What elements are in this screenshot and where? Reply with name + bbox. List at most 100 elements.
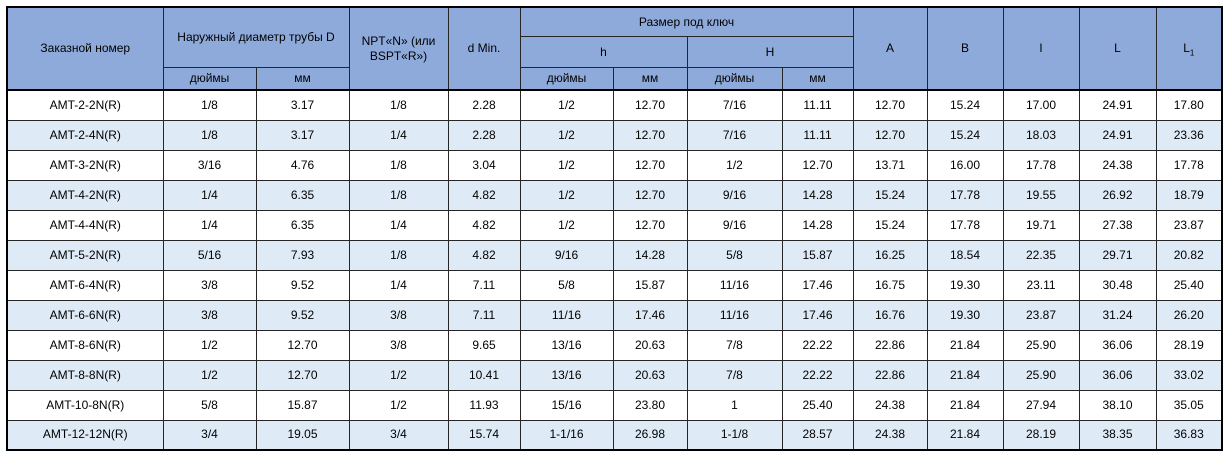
cell-value: 28.19 — [1002, 419, 1080, 451]
cell-value: 7/8 — [686, 359, 783, 391]
cell-value: 15.24 — [852, 209, 928, 241]
cell-value: 38.35 — [1078, 419, 1157, 451]
cell-value: 22.22 — [781, 329, 854, 361]
header-d-inches: дюймы — [162, 67, 257, 91]
cell-value: 3/4 — [162, 419, 257, 451]
cell-value: 17.78 — [1155, 149, 1223, 181]
cell-value: 3.04 — [447, 149, 521, 181]
cell-value: 11.93 — [447, 389, 521, 421]
cell-value: 25.90 — [1002, 359, 1080, 391]
cell-value: 9.52 — [255, 299, 350, 331]
cell-value: 15.24 — [926, 119, 1004, 151]
cell-value: 26.98 — [612, 419, 688, 451]
cell-value: 19.71 — [1002, 209, 1080, 241]
cell-value: 9/16 — [686, 209, 783, 241]
cell-value: 18.03 — [1002, 119, 1080, 151]
cell-value: 29.71 — [1078, 239, 1157, 271]
cell-value: 3/8 — [162, 269, 257, 301]
cell-order-number: AMT-4-2N(R) — [6, 179, 164, 211]
header-H-inches: дюймы — [686, 67, 783, 91]
cell-value: 5/8 — [162, 389, 257, 421]
cell-value: 3/8 — [348, 299, 449, 331]
cell-value: 12.70 — [612, 119, 688, 151]
cell-value: 36.06 — [1078, 359, 1157, 391]
cell-value: 27.94 — [1002, 389, 1080, 421]
cell-value: 23.11 — [1002, 269, 1080, 301]
cell-value: 17.00 — [1002, 89, 1080, 121]
header-order-number: Заказной номер — [6, 6, 164, 91]
cell-value: 4.82 — [447, 239, 521, 271]
header-l1-base: L — [1183, 41, 1190, 55]
cell-value: 3.17 — [255, 89, 350, 121]
cell-value: 11.11 — [781, 89, 854, 121]
cell-value: 30.48 — [1078, 269, 1157, 301]
cell-value: 6.35 — [255, 209, 350, 241]
cell-value: 11.11 — [781, 119, 854, 151]
table-row: AMT-2-2N(R) 1/8 3.17 1/8 2.28 1/2 12.70 7/16 11.… — [6, 89, 1223, 121]
cell-value: 17.46 — [612, 299, 688, 331]
table-row: AMT-3-2N(R) 3/16 4.76 1/8 3.04 1/2 12.70 1/2 12.… — [6, 149, 1223, 181]
cell-value: 10.41 — [447, 359, 521, 391]
cell-value: 13.71 — [852, 149, 928, 181]
table-row: AMT-10-8N(R) 5/8 15.87 1/2 11.93 15/16 23.80 1 2… — [6, 389, 1223, 421]
cell-value: 7/8 — [686, 329, 783, 361]
cell-value: 1/2 — [348, 359, 449, 391]
cell-value: 20.63 — [612, 359, 688, 391]
cell-value: 23.36 — [1155, 119, 1223, 151]
cell-value: 5/8 — [686, 239, 783, 271]
cell-value: 25.40 — [1155, 269, 1223, 301]
header-npt: NPT«N» (или BSPT«R») — [348, 6, 449, 91]
cell-value: 1/2 — [686, 149, 783, 181]
cell-value: 12.70 — [852, 89, 928, 121]
header-l: L — [1078, 6, 1157, 91]
cell-value: 35.05 — [1155, 389, 1223, 421]
cell-value: 11/16 — [686, 299, 783, 331]
cell-value: 7/16 — [686, 119, 783, 151]
cell-value: 22.35 — [1002, 239, 1080, 271]
cell-value: 17.78 — [1002, 149, 1080, 181]
cell-value: 38.10 — [1078, 389, 1157, 421]
cell-value: 20.63 — [612, 329, 688, 361]
cell-value: 16.25 — [852, 239, 928, 271]
cell-value: 4.82 — [447, 209, 521, 241]
cell-value: 20.82 — [1155, 239, 1223, 271]
cell-value: 12.70 — [612, 149, 688, 181]
cell-value: 26.92 — [1078, 179, 1157, 211]
cell-value: 1/4 — [348, 269, 449, 301]
cell-value: 12.70 — [852, 119, 928, 151]
header-h-mm: мм — [612, 67, 688, 91]
cell-value: 25.40 — [781, 389, 854, 421]
cell-value: 1/8 — [348, 179, 449, 211]
cell-value: 7.93 — [255, 239, 350, 271]
cell-value: 15.87 — [612, 269, 688, 301]
cell-value: 27.38 — [1078, 209, 1157, 241]
cell-value: 21.84 — [926, 329, 1004, 361]
cell-value: 21.84 — [926, 389, 1004, 421]
cell-value: 21.84 — [926, 359, 1004, 391]
cell-value: 7.11 — [447, 299, 521, 331]
cell-value: 24.91 — [1078, 119, 1157, 151]
header-h-uppercase: H — [686, 36, 854, 68]
cell-value: 25.90 — [1002, 329, 1080, 361]
cell-value: 24.38 — [1078, 149, 1157, 181]
cell-value: 12.70 — [612, 209, 688, 241]
cell-value: 5/16 — [162, 239, 257, 271]
cell-value: 15.24 — [852, 179, 928, 211]
table-row: AMT-8-6N(R) 1/2 12.70 3/8 9.65 13/16 20.63 7/8 2… — [6, 329, 1223, 361]
cell-value: 7/16 — [686, 89, 783, 121]
cell-value: 12.70 — [255, 359, 350, 391]
cell-value: 7.11 — [447, 269, 521, 301]
cell-value: 19.55 — [1002, 179, 1080, 211]
cell-value: 18.79 — [1155, 179, 1223, 211]
cell-value: 15.74 — [447, 419, 521, 451]
cell-value: 23.87 — [1002, 299, 1080, 331]
cell-value: 16.75 — [852, 269, 928, 301]
cell-value: 12.70 — [612, 89, 688, 121]
cell-value: 4.82 — [447, 179, 521, 211]
cell-value: 1/8 — [348, 239, 449, 271]
cell-value: 9/16 — [686, 179, 783, 211]
table-header: Заказной номер Наружный диаметр трубы D … — [6, 6, 1223, 91]
cell-value: 1/8 — [348, 149, 449, 181]
cell-value: 1-1/8 — [686, 419, 783, 451]
cell-value: 33.02 — [1155, 359, 1223, 391]
